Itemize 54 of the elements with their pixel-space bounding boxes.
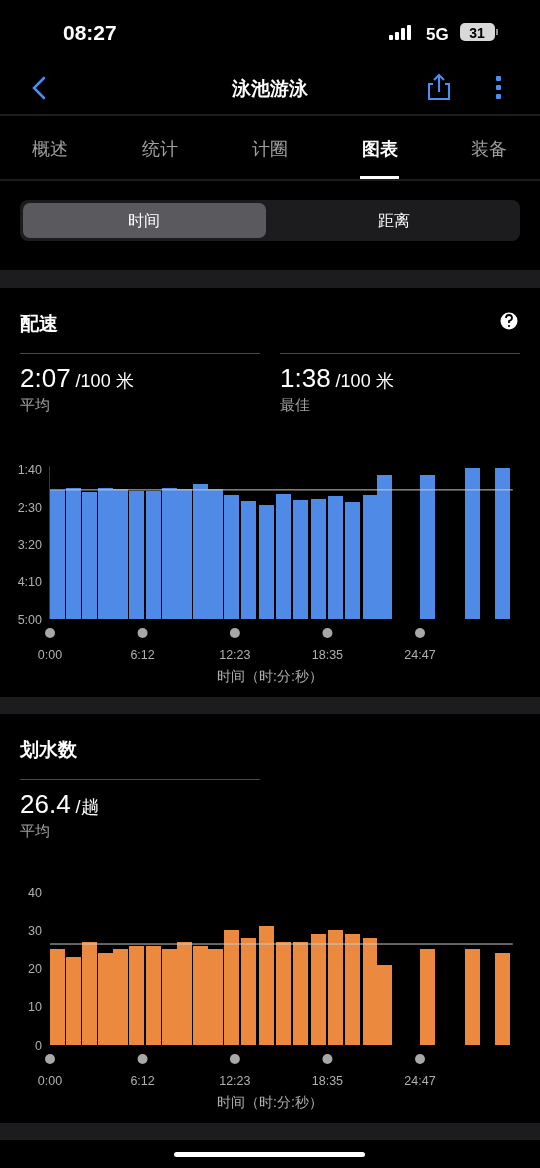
text: 距离 [378, 212, 410, 229]
text: /100 米 [75, 371, 134, 391]
bar [259, 926, 275, 1045]
text: 泳池游泳 [231, 78, 309, 99]
text: 概述 [32, 139, 68, 159]
x-axis-title: 时间（时:分:秒） [217, 668, 323, 684]
bar [310, 934, 326, 1045]
x-tick-label: 24:47 [404, 648, 436, 662]
text: 平均 [20, 396, 50, 413]
text: 装备 [471, 139, 507, 159]
x-tick-label: 6:12 [130, 648, 155, 662]
text: 5G [426, 25, 449, 44]
text: /100 米 [335, 371, 394, 391]
y-tick-label: 3:20 [17, 537, 43, 552]
y-tick-label: 40 [28, 885, 43, 900]
y-tick-label: 10 [28, 1000, 43, 1015]
text: 26.4 [20, 789, 71, 819]
text: 计圈 [252, 139, 288, 159]
bar [494, 953, 510, 1045]
y-tick-label: 4:10 [17, 575, 43, 590]
text: 31 [469, 25, 485, 41]
chart-title: 划水数 [19, 739, 78, 760]
bar [276, 941, 292, 1045]
text: 2:07 [20, 363, 71, 393]
x-tick-label: 0:00 [37, 648, 63, 662]
bar [240, 937, 256, 1045]
x-tick-label: 12:23 [219, 648, 251, 662]
bar [464, 949, 480, 1045]
bar [293, 941, 309, 1045]
bar [345, 934, 361, 1045]
x-tick-label: 24:47 [404, 1074, 436, 1088]
x-axis-title: 时间（时:分:秒） [217, 1094, 323, 1110]
y-tick-label: 2:30 [17, 500, 43, 515]
x-tick-label: 18:35 [311, 1074, 344, 1088]
text: 1:38 [280, 363, 331, 393]
text: 08:27 [63, 21, 117, 44]
text: 最佳 [280, 396, 310, 413]
text: 图表 [362, 139, 398, 159]
text: 平均 [20, 822, 50, 839]
bar [327, 930, 343, 1045]
x-tick-label: 18:35 [311, 648, 344, 662]
chart-title: 配速 [20, 313, 58, 334]
y-tick-label: 30 [28, 923, 43, 938]
y-tick-label: 20 [28, 962, 43, 976]
bar [420, 949, 436, 1045]
y-tick-label: 1:40 [17, 463, 43, 478]
x-tick-label: 12:23 [219, 1074, 251, 1088]
y-tick-label: 0 [35, 1038, 43, 1053]
x-tick-label: 6:12 [130, 1074, 155, 1088]
text: /趟 [75, 797, 99, 817]
y-tick-label: 5:00 [17, 612, 43, 627]
x-tick-label: 0:00 [37, 1074, 63, 1088]
text: 统计 [142, 139, 178, 159]
text: 时间 [128, 212, 160, 229]
